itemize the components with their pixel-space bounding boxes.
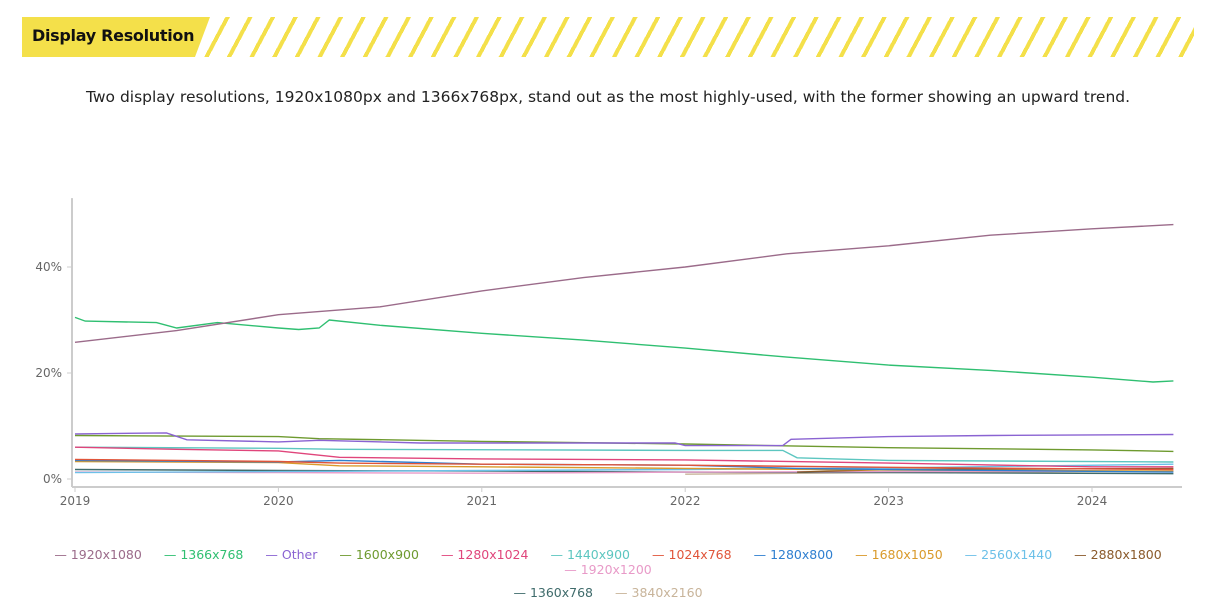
legend-label: 1024x768 [668, 547, 732, 562]
legend-item-1440x900[interactable]: — 1440x900 [550, 547, 630, 562]
legend-item-1920x1200[interactable]: — 1920x1200 [564, 562, 652, 577]
legend-swatch: — [550, 547, 567, 562]
legend-label: 1920x1080 [70, 547, 142, 562]
legend-label: 1280x800 [770, 547, 834, 562]
legend-item-1366x768[interactable]: — 1366x768 [164, 547, 244, 562]
legend-label: Other [281, 547, 318, 562]
series-line-1440x900 [74, 446, 1174, 463]
legend-swatch: — [615, 585, 632, 600]
series-line-1280x1024 [74, 446, 1174, 468]
x-tick-label: 2020 [263, 494, 294, 508]
legend-swatch: — [513, 585, 530, 600]
legend-swatch: — [964, 547, 982, 562]
decorative-stripes [202, 17, 1194, 57]
legend-swatch: — [855, 547, 872, 562]
legend-swatch: — [753, 547, 771, 562]
legend-item-2560x1440[interactable]: — 2560x1440 [965, 547, 1053, 562]
x-tick-label: 2023 [873, 494, 904, 508]
series-line-1366x768 [74, 316, 1174, 383]
series-line-1920x1080 [74, 223, 1174, 343]
legend-swatch: — [440, 547, 458, 562]
legend-item-2880x1800[interactable]: — 2880x1800 [1074, 547, 1162, 562]
x-tick-label: 2019 [60, 494, 91, 508]
series-line-Other [74, 432, 1174, 447]
x-tick-label: 2022 [670, 494, 701, 508]
legend-swatch: — [265, 547, 282, 562]
legend-swatch: — [54, 547, 71, 562]
legend-label: 2560x1440 [981, 547, 1053, 562]
legend-item-1600x900[interactable]: — 1600x900 [339, 547, 419, 562]
legend-item-3840x2160[interactable]: — 3840x2160 [615, 585, 703, 600]
y-tick-label: 0% [43, 472, 62, 486]
series-line-1024x768 [74, 458, 1174, 471]
section-header: Display Resolution [22, 17, 1194, 57]
legend-label: 1600x900 [355, 547, 419, 562]
legend-swatch: — [163, 547, 181, 562]
legend-label: 1360x768 [529, 585, 594, 600]
legend-label: 1366x768 [180, 547, 244, 562]
legend-row-1: — 1920x1080— 1366x768— Other — 1600x900— … [0, 547, 1216, 577]
legend-item-1024x768[interactable]: — 1024x768 [652, 547, 732, 562]
y-tick-label: 20% [35, 366, 62, 380]
y-tick-label: 40% [35, 260, 62, 274]
legend-label: 1680x1050 [871, 547, 943, 562]
legend-swatch: — [652, 547, 669, 562]
legend-item-1280x800[interactable]: — 1280x800 [754, 547, 834, 562]
legend-label: 3840x2160 [631, 585, 703, 600]
legend-label: 2880x1800 [1090, 547, 1162, 562]
legend-swatch: — [339, 547, 356, 562]
header-title-box: Display Resolution [22, 17, 210, 57]
series-line-1920x1200 [74, 470, 1174, 474]
legend-row-2: — 1360x768— 3840x2160 [0, 585, 1216, 600]
chart-subtitle: Two display resolutions, 1920x1080px and… [85, 88, 1131, 106]
series-line-1360x768 [74, 468, 1174, 475]
legend-label: 1920x1200 [580, 562, 652, 577]
legend-item-1680x1050[interactable]: — 1680x1050 [855, 547, 943, 562]
x-tick-label: 2021 [467, 494, 498, 508]
legend-item-1360x768[interactable]: — 1360x768 [513, 585, 593, 600]
legend-item-1280x1024[interactable]: — 1280x1024 [441, 547, 529, 562]
header-title: Display Resolution [32, 26, 195, 45]
legend-swatch: — [564, 562, 581, 577]
legend-label: 1440x900 [566, 547, 631, 562]
legend-label: 1280x1024 [457, 547, 529, 562]
legend-swatch: — [1074, 547, 1091, 562]
legend-item-Other[interactable]: — Other [265, 547, 317, 562]
legend-item-1920x1080[interactable]: — 1920x1080 [54, 547, 142, 562]
x-tick-label: 2024 [1077, 494, 1108, 508]
